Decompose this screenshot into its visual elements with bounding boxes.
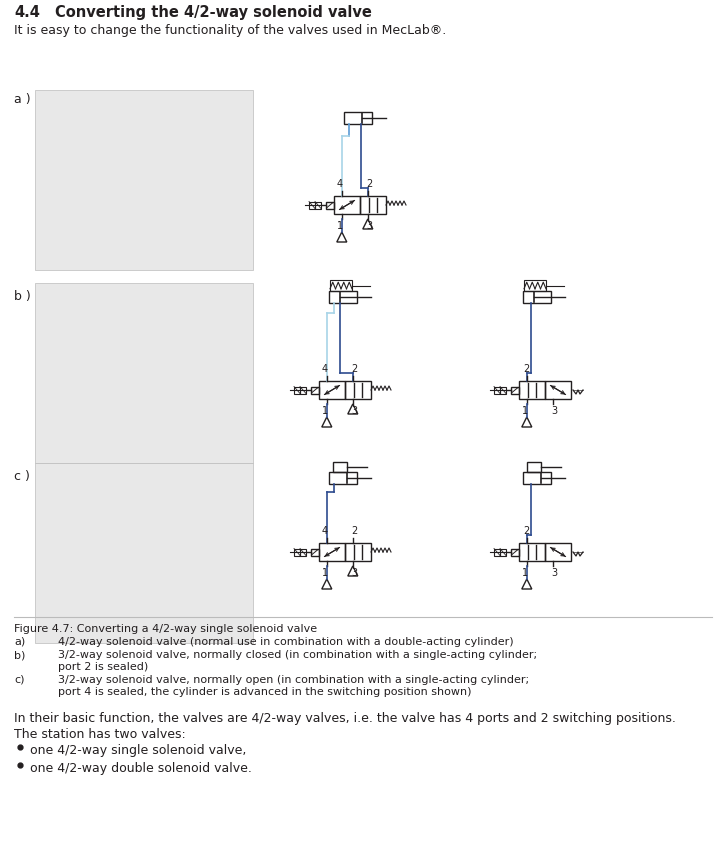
Bar (500, 387, 506, 393)
Text: Figure 4.7: Converting a 4/2-way single solenoid valve: Figure 4.7: Converting a 4/2-way single … (14, 624, 317, 634)
Text: 4: 4 (337, 179, 343, 189)
Bar (319, 381, 345, 399)
Bar (311, 387, 319, 393)
Bar (329, 472, 357, 484)
Text: 3: 3 (351, 568, 358, 578)
Text: a ): a ) (14, 93, 30, 106)
Bar (523, 291, 551, 303)
Bar (519, 543, 545, 561)
Bar (334, 196, 360, 214)
Text: 4: 4 (322, 526, 328, 536)
Text: 3: 3 (351, 406, 358, 416)
Bar (319, 543, 345, 561)
Text: 1: 1 (322, 568, 328, 578)
Text: Converting the 4/2-way solenoid valve: Converting the 4/2-way solenoid valve (55, 5, 372, 20)
Bar (294, 387, 300, 393)
Bar (494, 548, 500, 555)
Text: 3: 3 (367, 221, 373, 231)
Bar (494, 387, 500, 393)
Bar (524, 280, 546, 291)
Bar (315, 201, 321, 208)
Text: In their basic function, the valves are 4/2-way valves, i.e. the valve has 4 por: In their basic function, the valves are … (14, 712, 676, 725)
Bar (300, 548, 306, 555)
Text: 1: 1 (322, 406, 328, 416)
Bar (326, 201, 334, 208)
Text: 4/2-way solenoid valve (normal use in combination with a double-acting cylinder): 4/2-way solenoid valve (normal use in co… (58, 637, 513, 647)
Text: 2: 2 (523, 526, 530, 536)
Text: 3/2-way solenoid valve, normally closed (in combination with a single-acting cyl: 3/2-way solenoid valve, normally closed … (58, 650, 537, 660)
Bar (309, 201, 315, 208)
Text: 1: 1 (522, 568, 528, 578)
Text: b): b) (14, 650, 25, 660)
Text: 1: 1 (337, 221, 343, 231)
Bar (311, 548, 319, 555)
Bar (344, 112, 372, 124)
Bar (545, 381, 571, 399)
Bar (523, 472, 551, 484)
Bar (333, 462, 347, 472)
Text: 2: 2 (351, 526, 358, 536)
Text: 2: 2 (523, 364, 530, 374)
Text: b ): b ) (14, 290, 30, 303)
Bar (511, 387, 519, 393)
Bar (330, 280, 352, 291)
Bar (35, 90, 253, 270)
Text: c ): c ) (14, 470, 30, 483)
Bar (300, 387, 306, 393)
Bar (35, 463, 253, 643)
Text: It is easy to change the functionality of the valves used in MecLab®.: It is easy to change the functionality o… (14, 24, 446, 37)
Text: one 4/2-way single solenoid valve,: one 4/2-way single solenoid valve, (30, 744, 246, 757)
Bar (345, 381, 371, 399)
Bar (345, 543, 371, 561)
Bar (511, 548, 519, 555)
Text: 4: 4 (322, 364, 328, 374)
Text: port 4 is sealed, the cylinder is advanced in the switching position shown): port 4 is sealed, the cylinder is advanc… (58, 687, 471, 697)
Text: 3/2-way solenoid valve, normally open (in combination with a single-acting cylin: 3/2-way solenoid valve, normally open (i… (58, 675, 529, 685)
Bar (500, 548, 506, 555)
Bar (329, 291, 357, 303)
Text: 2: 2 (367, 179, 373, 189)
Text: 1: 1 (522, 406, 528, 416)
Bar (519, 381, 545, 399)
Text: 2: 2 (351, 364, 358, 374)
Bar (527, 462, 541, 472)
Text: port 2 is sealed): port 2 is sealed) (58, 662, 148, 672)
Text: The station has two valves:: The station has two valves: (14, 728, 186, 741)
Text: c): c) (14, 675, 25, 685)
Bar (294, 548, 300, 555)
Text: 4.4: 4.4 (14, 5, 40, 20)
Text: 3: 3 (552, 568, 558, 578)
Bar (35, 283, 253, 463)
Text: a): a) (14, 637, 25, 647)
Text: one 4/2-way double solenoid valve.: one 4/2-way double solenoid valve. (30, 762, 252, 775)
Bar (545, 543, 571, 561)
Bar (360, 196, 386, 214)
Text: 3: 3 (552, 406, 558, 416)
